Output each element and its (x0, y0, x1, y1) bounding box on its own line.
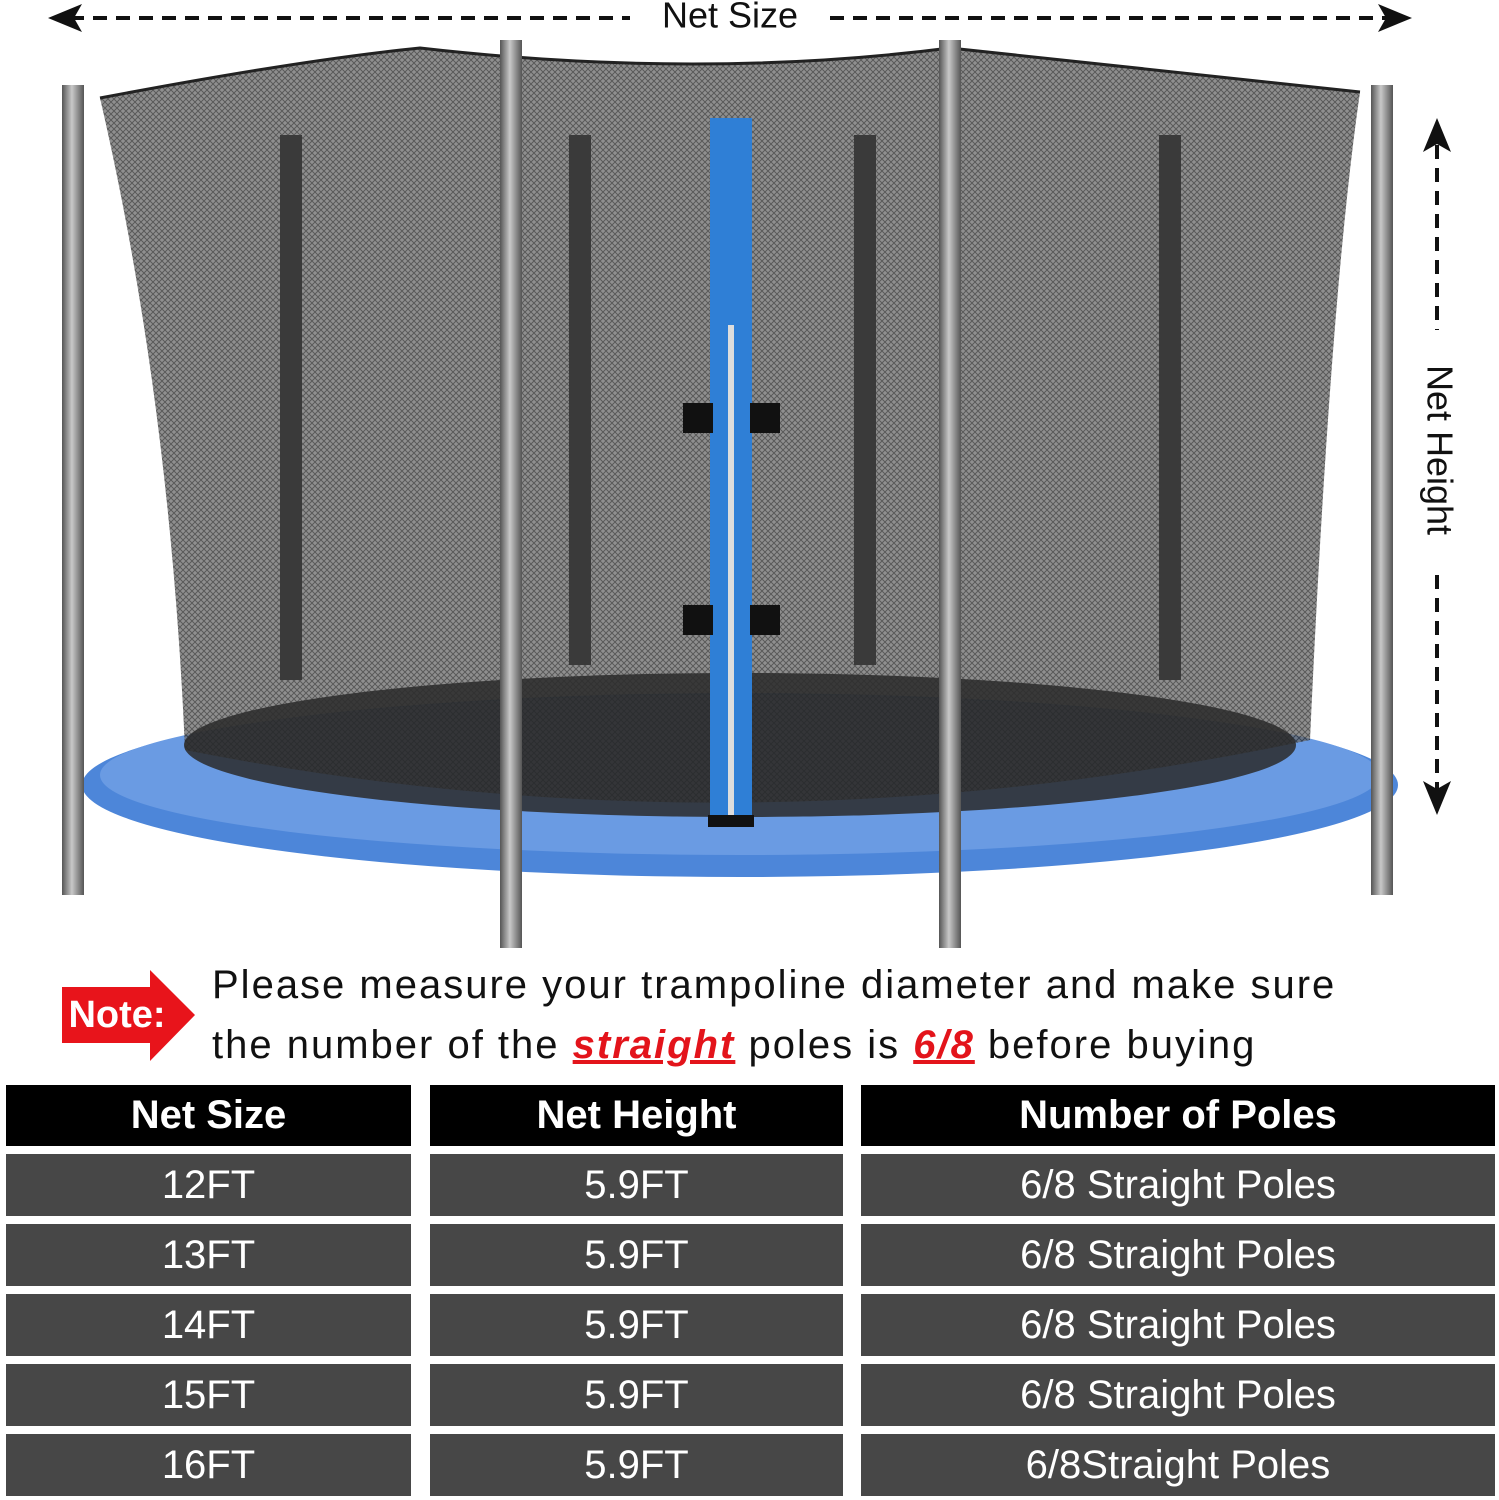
table-cell: 5.9FT (430, 1434, 843, 1496)
table-header-cell: Net Size (6, 1085, 411, 1146)
note-text: before buying (974, 1023, 1257, 1067)
table-cell: 6/8Straight Poles (861, 1434, 1495, 1496)
table-cell: 15FT (6, 1364, 411, 1426)
back-poles (280, 135, 1181, 680)
trampoline-illustration: Net Size Net Height (48, 0, 1460, 948)
size-arrow (70, 16, 1439, 790)
front-poles (62, 40, 1393, 948)
table-cell: 14FT (6, 1294, 411, 1356)
table-cell: 5.9FT (430, 1294, 843, 1356)
table-header-cell: Number of Poles (861, 1085, 1495, 1146)
straps (683, 403, 780, 635)
arrow-heads (48, 4, 1451, 815)
sleeve-base (708, 815, 754, 827)
net-height-label: Net Height (1419, 365, 1460, 535)
net-size-label: Net Size (662, 0, 798, 36)
sleeve-zipper (728, 325, 734, 820)
note-text: poles is (735, 1023, 914, 1067)
note-arrow (62, 970, 195, 1061)
note-line: the number of the straight poles is 6/8 … (212, 1021, 1256, 1069)
note-text: the number of the (212, 1023, 573, 1067)
table-cell: 5.9FT (430, 1224, 843, 1286)
table-cell: 16FT (6, 1434, 411, 1496)
table-cell: 6/8 Straight Poles (861, 1224, 1495, 1286)
note-emphasis: straight (572, 1023, 736, 1067)
table-cell: 6/8 Straight Poles (861, 1154, 1495, 1216)
table-cell: 5.9FT (430, 1364, 843, 1426)
table-cell: 6/8 Straight Poles (861, 1294, 1495, 1356)
table-cell: 6/8 Straight Poles (861, 1364, 1495, 1426)
net-top-rope (99, 46, 1361, 100)
table-header-cell: Net Height (430, 1085, 843, 1146)
note-badge: Note: (62, 970, 195, 1061)
table-cell: 13FT (6, 1224, 411, 1286)
table-cell: 5.9FT (430, 1154, 843, 1216)
note-line: Please measure your trampoline diameter … (212, 961, 1336, 1009)
table-cell: 12FT (6, 1154, 411, 1216)
note-label: Note: (68, 994, 165, 1036)
note-text: Please measure your trampoline diameter … (212, 963, 1337, 1007)
note-emphasis: 6/8 (913, 1023, 975, 1067)
